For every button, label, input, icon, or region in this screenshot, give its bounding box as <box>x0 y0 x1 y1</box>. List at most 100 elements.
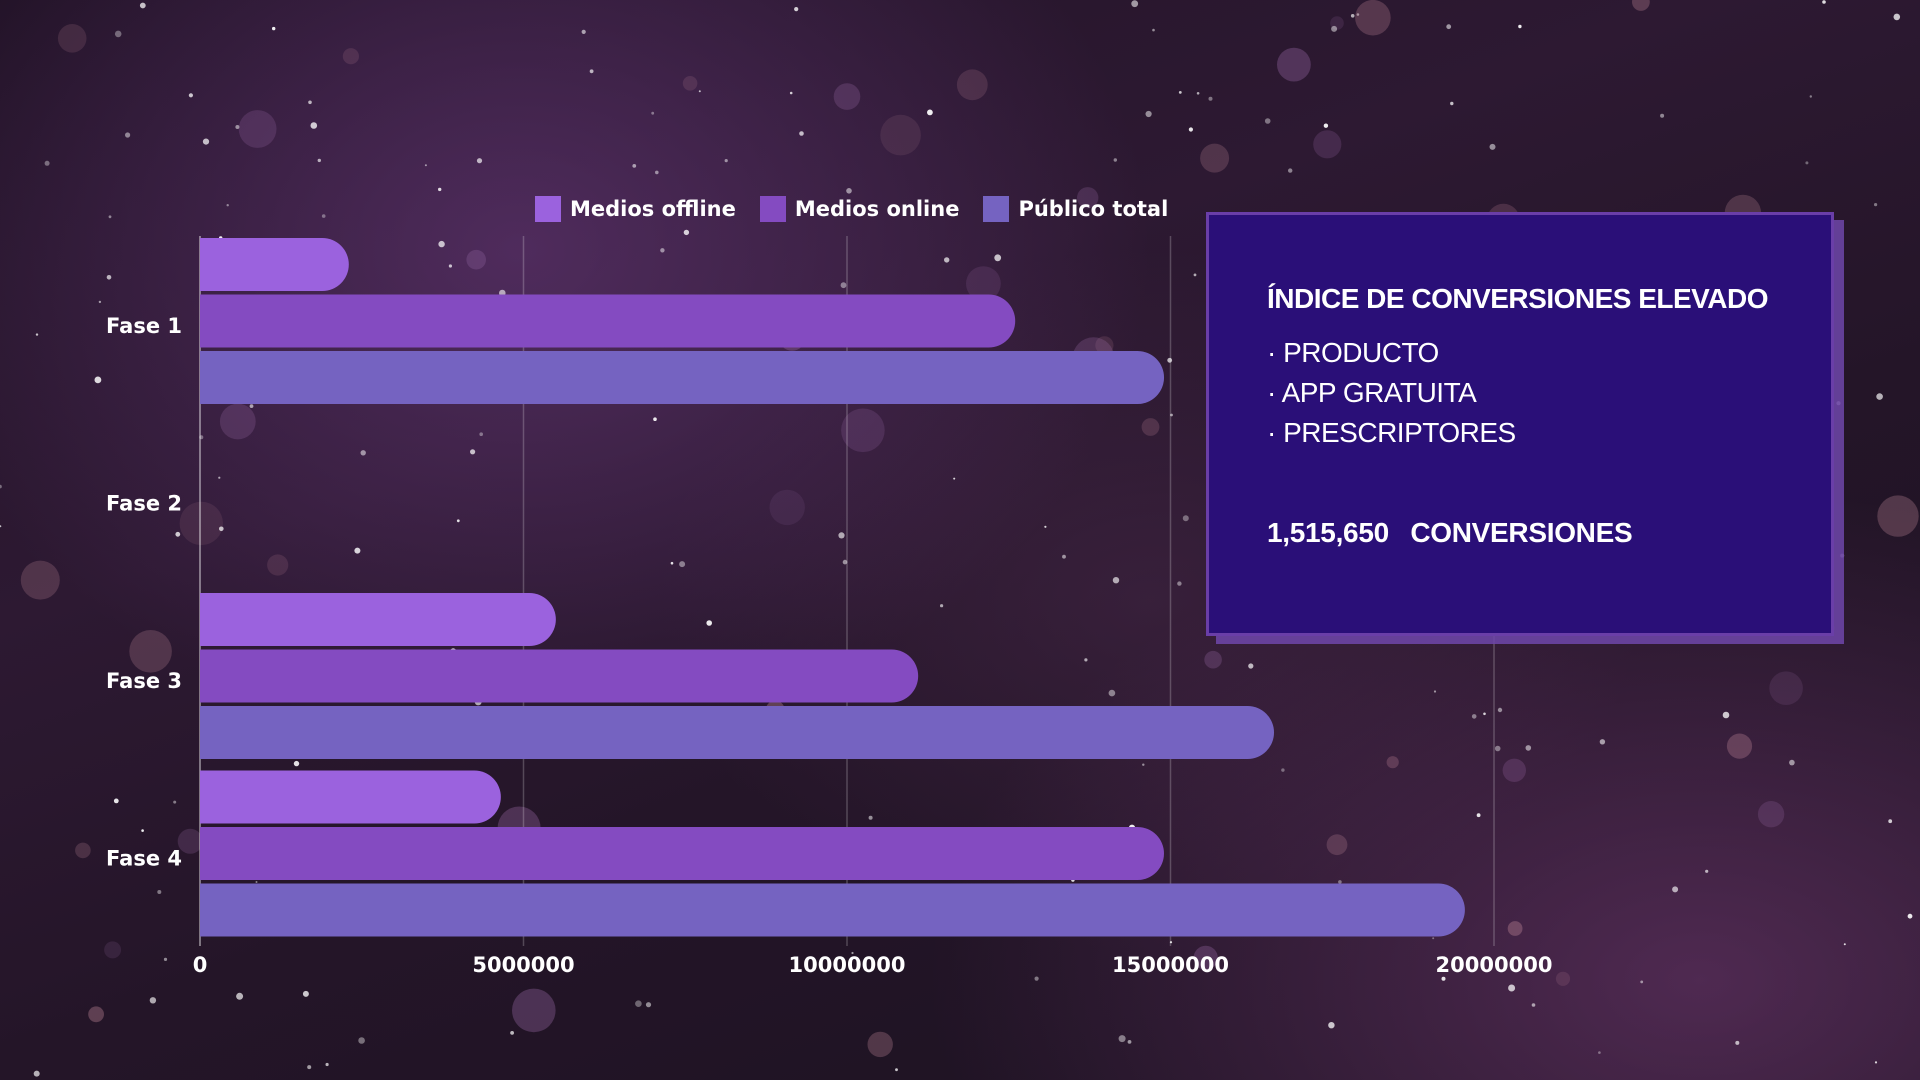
star-particle <box>1112 577 1120 584</box>
star-particle <box>236 992 244 1000</box>
star-particle <box>1355 0 1391 36</box>
star-particle <box>293 760 300 767</box>
star-particle <box>360 450 366 456</box>
star-particle <box>838 532 845 539</box>
star-particle <box>1142 763 1145 766</box>
star-particle <box>1789 759 1795 766</box>
star-particle <box>1127 1040 1132 1044</box>
star-particle <box>139 2 146 9</box>
star-particle <box>1182 515 1189 522</box>
star-particle <box>1840 553 1845 558</box>
conversion-info-box: ÍNDICE DE CONVERSIONES ELEVADO PRODUCTO … <box>1206 212 1834 636</box>
star-particle <box>1502 758 1527 782</box>
star-particle <box>956 69 988 101</box>
star-particle <box>238 110 277 148</box>
star-particle <box>1077 187 1099 209</box>
star-particle <box>219 526 224 532</box>
star-particle <box>994 254 1002 262</box>
star-particle <box>1331 25 1338 32</box>
bar-fase-1-series-2 <box>200 351 1165 404</box>
star-particle <box>149 997 157 1004</box>
star-particle <box>307 1065 312 1070</box>
conversions-summary: 1,515,650 CONVERSIONES <box>1267 517 1773 549</box>
star-particle <box>1169 941 1173 944</box>
star-particle <box>1907 913 1913 919</box>
star-particle <box>129 630 172 673</box>
star-particle <box>1084 658 1088 662</box>
star-particle <box>1177 581 1182 586</box>
category-label: Fase 1 <box>106 314 182 338</box>
legend-swatch-offline <box>535 196 561 222</box>
star-particle <box>479 432 484 437</box>
category-label: Fase 2 <box>106 491 182 515</box>
legend-swatch-total <box>983 196 1010 222</box>
star-particle <box>358 1037 365 1044</box>
star-particle <box>794 7 799 12</box>
star-particle <box>476 158 483 164</box>
star-particle <box>466 249 487 270</box>
star-particle <box>1877 495 1919 537</box>
star-particle <box>173 800 177 804</box>
star-particle <box>679 561 686 568</box>
info-item-app: APP GRATUITA <box>1267 373 1773 413</box>
star-particle <box>438 187 442 192</box>
legend-item-total: Público total <box>983 196 1168 222</box>
star-particle <box>1632 0 1650 11</box>
star-particle <box>219 403 256 440</box>
star-particle <box>651 111 655 115</box>
x-tick-label: 5000000 <box>472 953 574 977</box>
star-particle <box>0 525 2 528</box>
star-particle <box>1805 161 1809 165</box>
star-particle <box>75 842 91 859</box>
star-particle <box>308 100 312 105</box>
star-particle <box>1131 0 1139 8</box>
star-particle <box>226 204 229 207</box>
bar-fase-3-series-0 <box>200 593 556 646</box>
star-particle <box>1476 813 1481 818</box>
star-particle <box>1328 1021 1335 1029</box>
star-particle <box>424 164 427 167</box>
star-particle <box>512 988 556 1033</box>
legend-item-offline: Medios offline <box>535 196 736 222</box>
star-particle <box>163 957 168 962</box>
info-title: ÍNDICE DE CONVERSIONES ELEVADO <box>1267 283 1769 314</box>
star-particle <box>1432 937 1435 940</box>
star-particle <box>1722 711 1730 719</box>
star-particle <box>927 109 933 116</box>
star-particle <box>33 1070 40 1077</box>
star-particle <box>724 159 728 163</box>
x-tick-label: 10000000 <box>789 953 906 977</box>
star-particle <box>1141 418 1160 436</box>
star-particle <box>1843 943 1846 946</box>
star-particle <box>188 93 193 98</box>
star-particle <box>1874 1061 1878 1064</box>
star-particle <box>1313 130 1342 159</box>
bar-fase-3-series-1 <box>200 649 919 703</box>
star-particle <box>1149 207 1152 210</box>
star-particle <box>940 604 944 608</box>
star-particle <box>106 275 112 280</box>
category-label: Fase 3 <box>106 669 182 693</box>
bar-fase-1-series-0 <box>200 238 349 291</box>
star-particle <box>456 519 460 523</box>
star-particle <box>698 90 701 93</box>
star-particle <box>1034 976 1039 981</box>
star-particle <box>141 829 144 832</box>
star-particle <box>218 476 221 479</box>
chart-legend: Medios offline Medios online Público tot… <box>535 196 1168 222</box>
star-particle <box>44 160 50 166</box>
star-particle <box>1598 1051 1601 1054</box>
star-particle <box>321 214 326 218</box>
star-particle <box>660 248 665 253</box>
star-particle <box>1145 110 1152 118</box>
conversions-label: CONVERSIONES <box>1410 517 1633 548</box>
star-particle <box>1193 273 1197 277</box>
star-particle <box>653 417 657 422</box>
category-label: Fase 4 <box>106 846 182 870</box>
star-particle <box>1599 739 1606 745</box>
star-particle <box>108 215 112 219</box>
bar-fase-4-series-2 <box>200 883 1465 937</box>
star-particle <box>88 1006 104 1023</box>
star-particle <box>868 815 873 820</box>
